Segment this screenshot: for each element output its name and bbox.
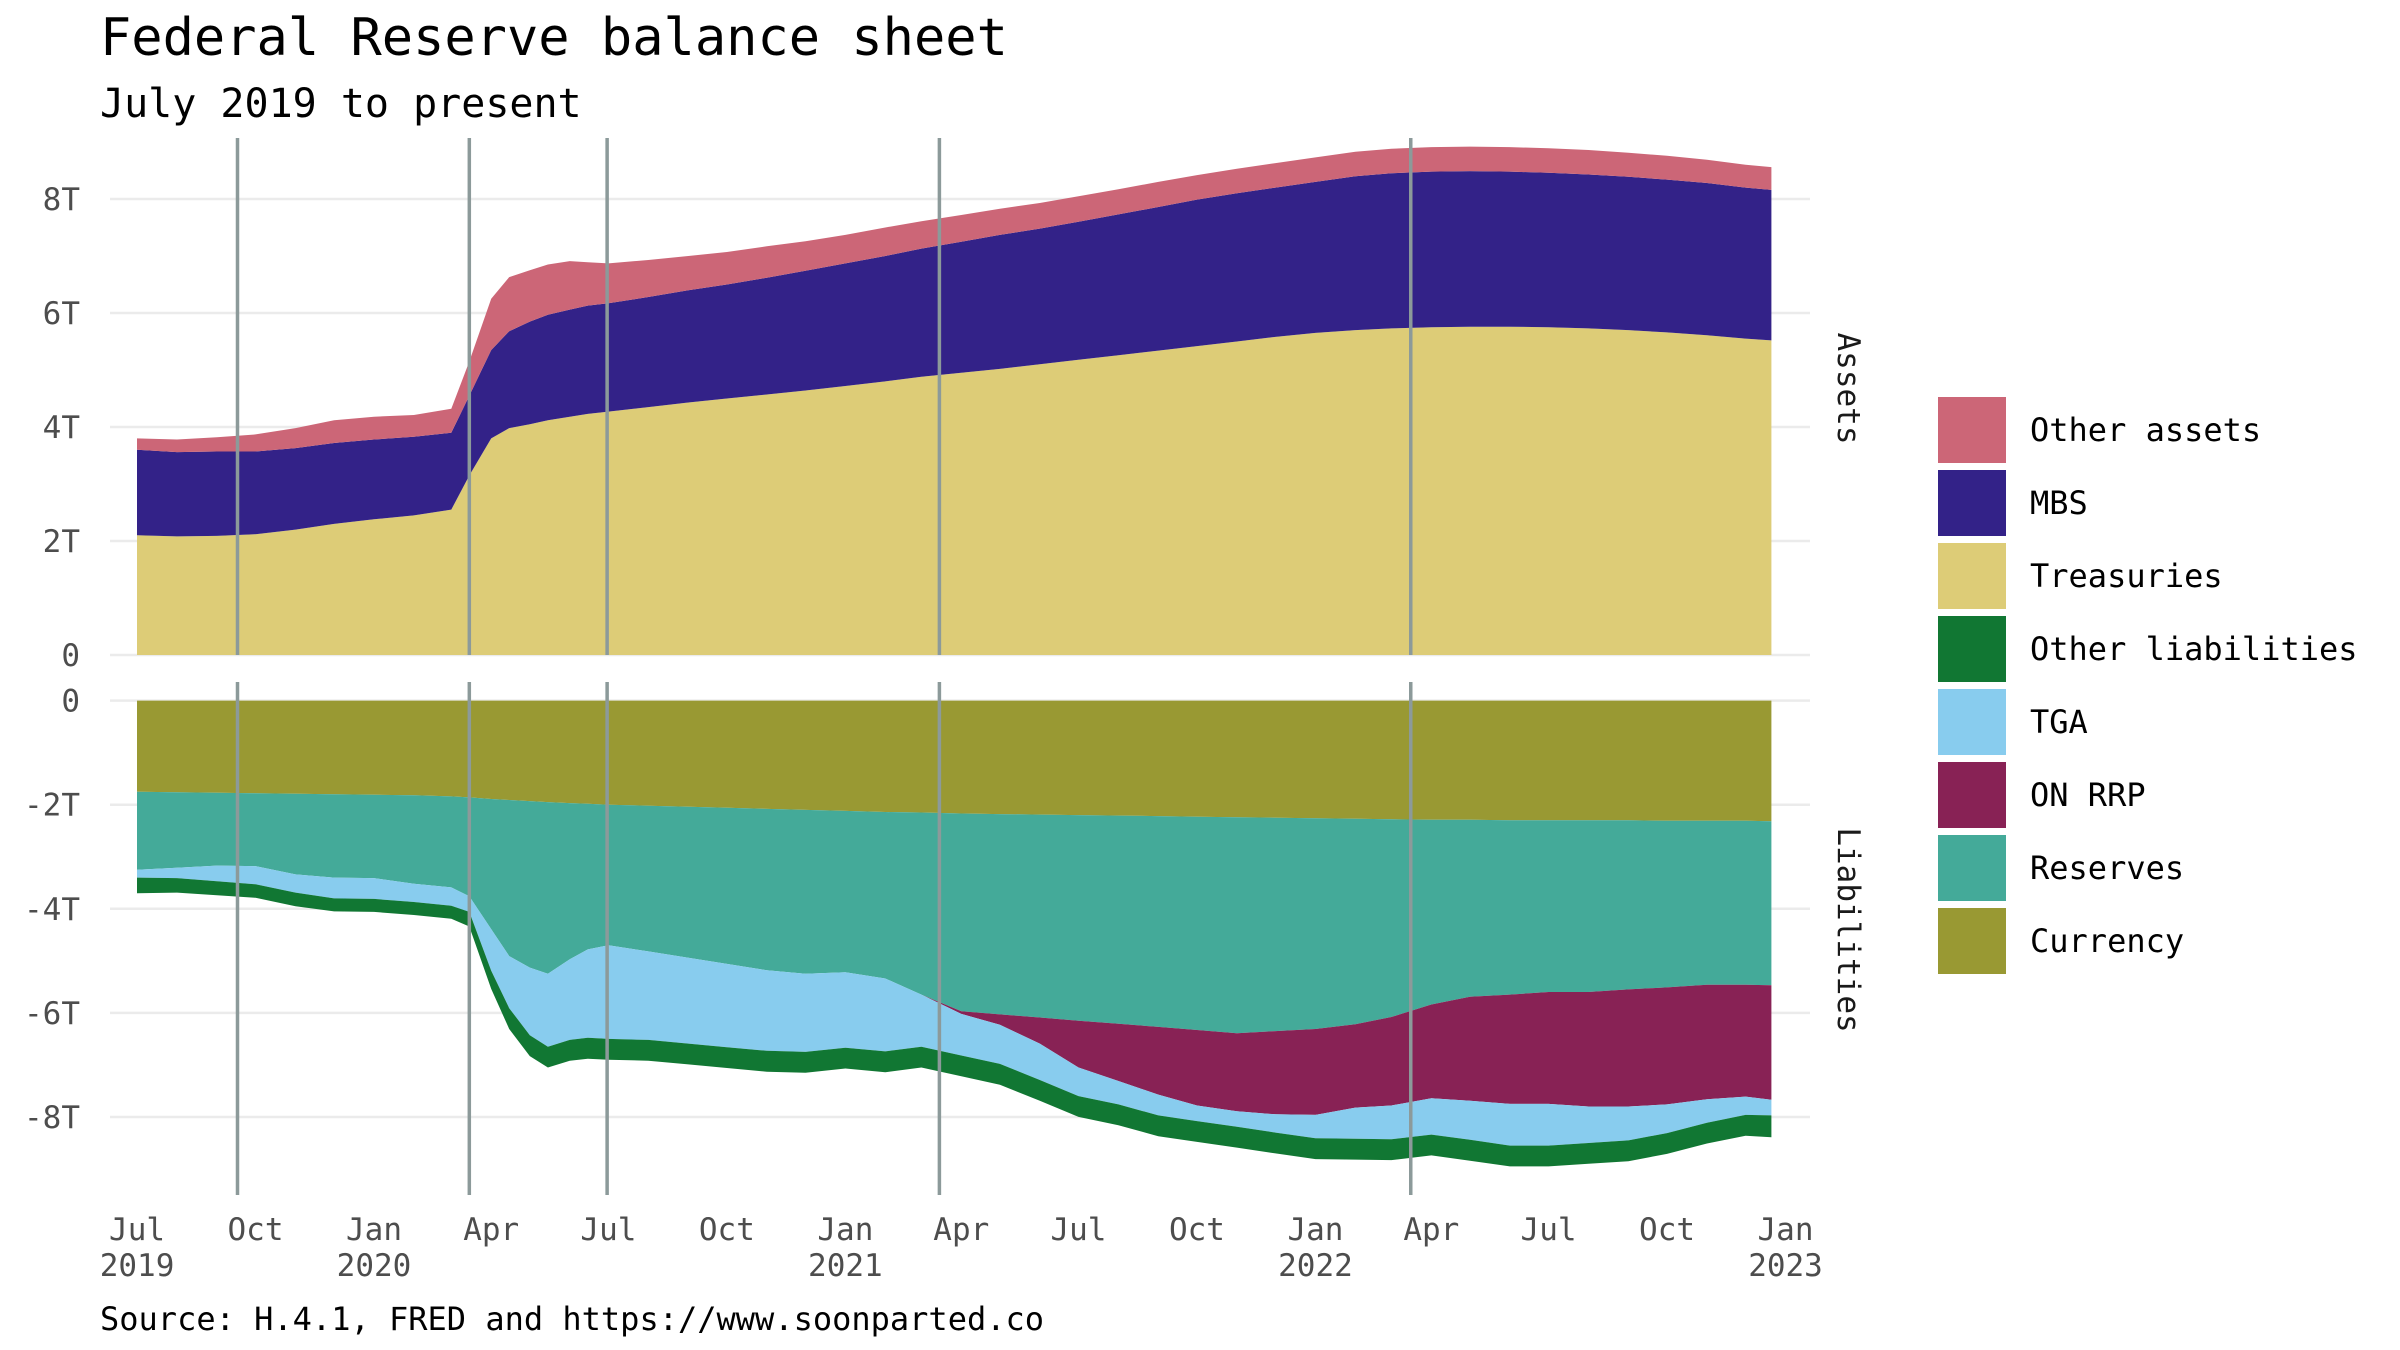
x-tick-label: Jul (1521, 1212, 1577, 1248)
legend-swatch-reserves (1938, 835, 2006, 901)
legend-label-currency: Currency (2030, 922, 2184, 960)
x-tick-label: Oct (1639, 1212, 1695, 1248)
liabilities-y-tick-label: 0 (61, 684, 80, 720)
legend-swatch-other-assets (1938, 397, 2006, 463)
assets-area-mbs (137, 171, 1772, 537)
assets-y-tick-label: 0 (61, 638, 80, 674)
x-tick-label: Jul (109, 1212, 165, 1248)
source-caption: Source: H.4.1, FRED and https://www.soon… (100, 1300, 1044, 1338)
liabilities-area-on-rrp (137, 865, 1772, 1115)
legend-label-other-liabilities: Other liabilities (2030, 630, 2358, 668)
y-axis-labels: 0 2T 4T 6T 8T 0 -2T -4T -6T -8T (24, 182, 80, 1136)
x-tick-label: Jan (817, 1212, 873, 1248)
liabilities-strip-label: Liabilities (1830, 827, 1866, 1032)
liabilities-area-currency (137, 700, 1772, 822)
legend: Other assets MBS Treasuries Other liabiliti… (1938, 397, 2358, 974)
liabilities-y-tick-label: -2T (24, 788, 80, 824)
legend-label-other-assets: Other assets (2030, 411, 2261, 449)
x-tick-label: Oct (228, 1212, 284, 1248)
legend-label-reserves: Reserves (2030, 849, 2184, 887)
x-tick-label: Apr (463, 1212, 519, 1248)
event-lines (235, 138, 1413, 1195)
chart-subtitle: July 2019 to present (100, 81, 582, 127)
x-tick-label: Jan (1287, 1212, 1343, 1248)
liabilities-area-other-liabilities (137, 877, 1772, 1167)
legend-swatch-other-liabilities (1938, 616, 2006, 682)
legend-label-on-rrp: ON RRP (2030, 776, 2146, 814)
legend-label-treasuries: Treasuries (2030, 557, 2223, 595)
assets-y-tick-label: 4T (43, 410, 80, 446)
x-tick-label: Oct (1169, 1212, 1225, 1248)
stacked-areas (137, 146, 1772, 1167)
x-tick-label: Apr (1403, 1212, 1459, 1248)
assets-y-tick-label: 6T (43, 296, 80, 332)
liabilities-y-tick-label: -4T (24, 892, 80, 928)
assets-y-tick-label: 2T (43, 524, 80, 560)
legend-swatch-on-rrp (1938, 762, 2006, 828)
assets-area-treasuries (137, 326, 1772, 655)
x-tick-label: Oct (699, 1212, 755, 1248)
legend-label-tga: TGA (2030, 703, 2088, 741)
assets-strip-label: Assets (1830, 333, 1866, 445)
x-tick-label: Jan (1758, 1212, 1814, 1248)
liabilities-area-reserves (137, 791, 1772, 1034)
assets-y-tick-label: 8T (43, 182, 80, 218)
facet-strips: Assets Liabilities (1830, 333, 1866, 1033)
legend-swatch-mbs (1938, 470, 2006, 536)
legend-swatch-tga (1938, 689, 2006, 755)
legend-label-mbs: MBS (2030, 484, 2088, 522)
x-tick-label: Jan (346, 1212, 402, 1248)
liabilities-area-tga (137, 865, 1772, 1146)
x-tick-year-label: 2022 (1278, 1248, 1353, 1284)
liabilities-y-tick-label: -6T (24, 996, 80, 1032)
x-tick-year-label: 2023 (1748, 1248, 1823, 1284)
chart-title: Federal Reserve balance sheet (100, 8, 1008, 68)
x-tick-year-label: 2021 (808, 1248, 883, 1284)
legend-swatch-treasuries (1938, 543, 2006, 609)
legend-swatch-currency (1938, 908, 2006, 974)
x-tick-label: Jul (580, 1212, 636, 1248)
x-tick-year-label: 2019 (100, 1248, 175, 1284)
liabilities-y-tick-label: -8T (24, 1100, 80, 1136)
x-tick-label: Jul (1050, 1212, 1106, 1248)
x-tick-year-label: 2020 (337, 1248, 412, 1284)
x-tick-label: Apr (933, 1212, 989, 1248)
